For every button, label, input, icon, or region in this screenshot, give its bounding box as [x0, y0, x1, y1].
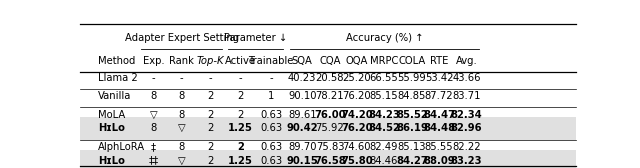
- Text: 88.09: 88.09: [423, 156, 455, 165]
- Text: 75.80: 75.80: [341, 156, 372, 165]
- Text: 84.85: 84.85: [397, 91, 426, 101]
- Bar: [80, 150, 576, 168]
- Text: 76.58: 76.58: [314, 156, 346, 165]
- Text: 84.48: 84.48: [423, 123, 455, 133]
- Text: 89.61: 89.61: [288, 110, 317, 120]
- Text: Adapter Expert Setting: Adapter Expert Setting: [125, 33, 239, 43]
- Text: 2: 2: [207, 123, 213, 133]
- Text: 82.96: 82.96: [451, 123, 482, 133]
- Text: Trainable: Trainable: [248, 56, 294, 66]
- Text: HɪLo: HɪLo: [98, 123, 125, 133]
- Text: 76.20: 76.20: [341, 123, 372, 133]
- Text: -: -: [238, 73, 242, 83]
- Text: Llama 2: Llama 2: [98, 73, 138, 83]
- Text: 1.25: 1.25: [228, 156, 253, 165]
- Text: 90.15: 90.15: [286, 156, 318, 165]
- Text: 2: 2: [237, 142, 244, 152]
- Text: MoLA: MoLA: [98, 110, 125, 120]
- Text: 53.42: 53.42: [425, 73, 453, 83]
- Text: 25.20: 25.20: [342, 73, 371, 83]
- Text: 82.34: 82.34: [451, 110, 483, 120]
- Text: SQA: SQA: [292, 56, 313, 66]
- Text: Accuracy (%) ↑: Accuracy (%) ↑: [346, 33, 423, 43]
- Text: 74.60: 74.60: [342, 142, 371, 152]
- Text: 85.13: 85.13: [397, 142, 426, 152]
- Text: 84.47: 84.47: [423, 110, 455, 120]
- Text: 0.63: 0.63: [260, 142, 282, 152]
- Text: 83.71: 83.71: [452, 91, 481, 101]
- Text: 2: 2: [207, 142, 213, 152]
- Text: Avg.: Avg.: [456, 56, 477, 66]
- Text: Method: Method: [98, 56, 135, 66]
- Text: 84.27: 84.27: [396, 156, 428, 165]
- Text: Active: Active: [225, 56, 256, 66]
- Text: 8: 8: [179, 110, 185, 120]
- Text: 85.52: 85.52: [396, 110, 428, 120]
- Text: 85.15: 85.15: [370, 91, 398, 101]
- Text: 8: 8: [150, 123, 157, 133]
- Text: 87.72: 87.72: [425, 91, 453, 101]
- Text: 2: 2: [207, 110, 213, 120]
- Text: Rank: Rank: [169, 56, 194, 66]
- Text: HɪLo: HɪLo: [98, 156, 125, 165]
- Text: 0.63: 0.63: [260, 123, 282, 133]
- Text: Top-K: Top-K: [196, 56, 224, 66]
- Text: 84.46: 84.46: [370, 156, 398, 165]
- Text: 74.20: 74.20: [341, 110, 372, 120]
- Text: 82.22: 82.22: [452, 142, 481, 152]
- Text: 0.63: 0.63: [260, 156, 282, 165]
- Text: 2: 2: [207, 156, 213, 165]
- Text: Vanilla: Vanilla: [98, 91, 131, 101]
- Text: ‡‡: ‡‡: [148, 156, 159, 165]
- Text: 90.42: 90.42: [286, 123, 318, 133]
- Text: CQA: CQA: [319, 56, 340, 66]
- Text: -: -: [269, 73, 273, 83]
- Text: Parameter ↓: Parameter ↓: [224, 33, 287, 43]
- Text: 55.99: 55.99: [397, 73, 426, 83]
- Text: AlphLoRA: AlphLoRA: [98, 142, 145, 152]
- Text: 75.92: 75.92: [316, 123, 344, 133]
- Text: -: -: [208, 73, 212, 83]
- Text: -: -: [180, 73, 184, 83]
- Text: 83.23: 83.23: [451, 156, 482, 165]
- Text: 8: 8: [179, 142, 185, 152]
- Text: 75.83: 75.83: [316, 142, 344, 152]
- Text: COLA: COLA: [398, 56, 426, 66]
- Text: 2: 2: [207, 91, 213, 101]
- Text: 90.10: 90.10: [288, 91, 316, 101]
- Text: -: -: [152, 73, 156, 83]
- Text: 66.55: 66.55: [370, 73, 399, 83]
- Bar: [80, 117, 576, 140]
- Text: 85.55: 85.55: [425, 142, 453, 152]
- Text: 76.00: 76.00: [314, 110, 346, 120]
- Text: 8: 8: [150, 91, 157, 101]
- Text: ▽: ▽: [178, 123, 186, 133]
- Text: 82.49: 82.49: [370, 142, 398, 152]
- Text: 86.19: 86.19: [396, 123, 428, 133]
- Text: RTE: RTE: [430, 56, 448, 66]
- Text: 40.23: 40.23: [288, 73, 316, 83]
- Text: OQA: OQA: [346, 56, 368, 66]
- Text: ▽: ▽: [178, 156, 186, 165]
- Text: 2: 2: [237, 91, 243, 101]
- Text: ▽: ▽: [150, 110, 157, 120]
- Text: MRPC: MRPC: [370, 56, 398, 66]
- Text: 84.52: 84.52: [368, 123, 400, 133]
- Text: 8: 8: [179, 91, 185, 101]
- Text: 1.25: 1.25: [228, 123, 253, 133]
- Text: 89.70: 89.70: [288, 142, 316, 152]
- Text: 78.21: 78.21: [316, 91, 344, 101]
- Text: 43.66: 43.66: [452, 73, 481, 83]
- Text: 20.58: 20.58: [316, 73, 344, 83]
- Text: Exp.: Exp.: [143, 56, 164, 66]
- Text: 76.20: 76.20: [342, 91, 371, 101]
- Text: 0.63: 0.63: [260, 110, 282, 120]
- Text: ‡: ‡: [151, 142, 156, 152]
- Text: 2: 2: [237, 110, 243, 120]
- Text: 1: 1: [268, 91, 274, 101]
- Text: 84.23: 84.23: [368, 110, 400, 120]
